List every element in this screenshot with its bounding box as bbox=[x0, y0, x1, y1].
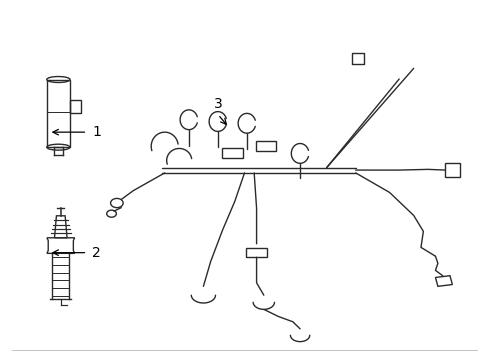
Text: 2: 2 bbox=[92, 246, 101, 260]
Text: 1: 1 bbox=[92, 125, 101, 139]
Text: 3: 3 bbox=[213, 97, 222, 111]
